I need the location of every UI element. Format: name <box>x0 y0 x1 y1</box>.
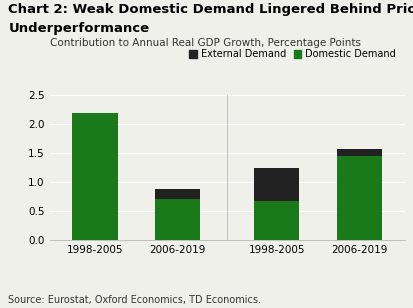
Bar <box>155 189 200 199</box>
Text: Contribution to Annual Real GDP Growth, Percentage Points: Contribution to Annual Real GDP Growth, … <box>50 38 361 48</box>
Bar <box>254 168 299 201</box>
Bar <box>155 199 200 240</box>
Legend: External Demand, Domestic Demand: External Demand, Domestic Demand <box>185 45 400 63</box>
Bar <box>254 201 299 240</box>
Bar <box>337 156 382 240</box>
Text: Chart 2: Weak Domestic Demand Lingered Behind Prior: Chart 2: Weak Domestic Demand Lingered B… <box>8 3 413 16</box>
Bar <box>72 113 118 240</box>
Bar <box>337 149 382 156</box>
Text: Source: Eurostat, Oxford Economics, TD Economics.: Source: Eurostat, Oxford Economics, TD E… <box>8 295 261 305</box>
Text: Underperformance: Underperformance <box>8 22 150 34</box>
